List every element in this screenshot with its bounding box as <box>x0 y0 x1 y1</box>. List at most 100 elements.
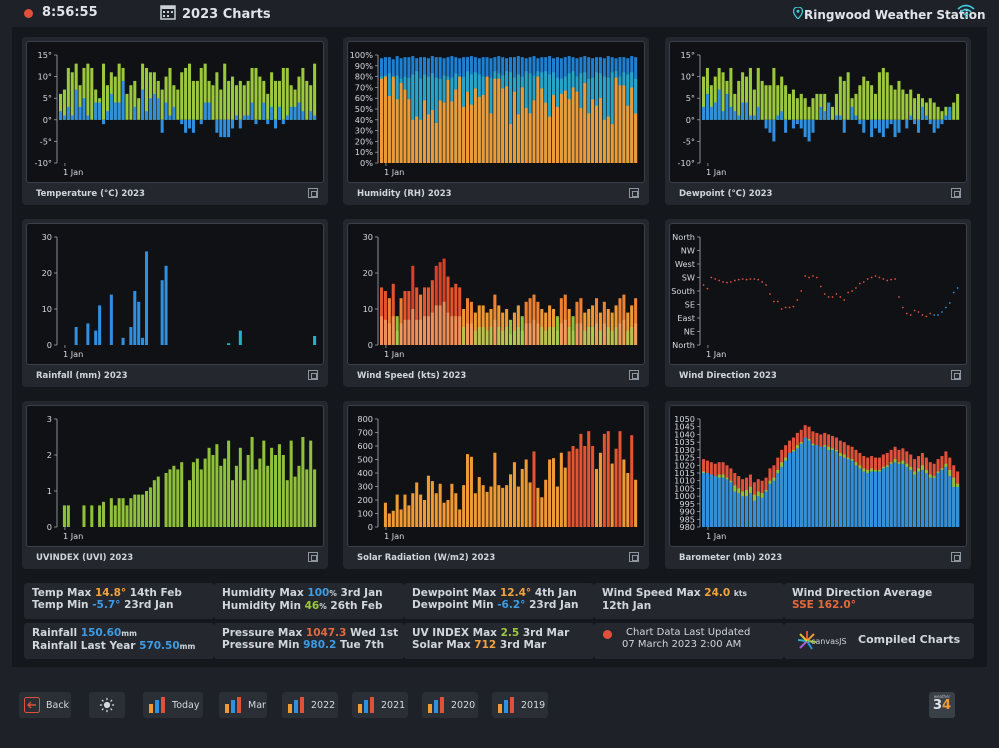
calendar-icon[interactable] <box>160 4 176 20</box>
direction-point <box>788 306 791 309</box>
expand-icon[interactable] <box>308 552 318 562</box>
min-bar <box>803 119 807 138</box>
uv-bar <box>199 469 203 527</box>
dewpoint-chart[interactable]: 15°10°5°0°-5°-10°1 Jan1 Feb23 Feb <box>669 41 967 183</box>
solar-bar <box>618 431 622 527</box>
expand-icon[interactable] <box>629 370 639 380</box>
direction-point <box>894 278 896 280</box>
expand-icon[interactable] <box>629 552 639 562</box>
humidity-chart[interactable]: 100%90%80%70%60%50%40%30%20%10%0%1 Jan1 … <box>347 41 645 183</box>
x-tick-label: 1 Jan <box>706 531 726 541</box>
min-bar <box>819 446 823 527</box>
rain-recent-bar <box>227 343 231 345</box>
y-tick-label: 2 <box>47 450 52 460</box>
avg-wind-bar <box>477 327 481 345</box>
weather-app-badge[interactable]: weather 34 <box>929 692 955 718</box>
gust-bar <box>583 312 587 345</box>
solar-bar <box>473 493 477 527</box>
gust-bar <box>598 312 602 345</box>
avg-wind-bar <box>536 323 540 345</box>
solar-bar <box>575 448 579 527</box>
min-bar <box>748 493 752 527</box>
year-2020-button[interactable]: 2020 <box>422 692 478 718</box>
rain-recent-bar <box>313 336 317 345</box>
direction-point <box>722 281 724 283</box>
gust-bar <box>591 305 595 345</box>
max-bar <box>207 80 211 120</box>
min-bar <box>737 493 741 527</box>
expand-icon[interactable] <box>308 188 318 198</box>
year-2022-button[interactable]: 2022 <box>282 692 338 718</box>
max-bar <box>772 67 776 120</box>
expand-icon[interactable] <box>308 370 318 380</box>
direction-point <box>745 278 748 281</box>
expand-icon[interactable] <box>629 188 639 198</box>
year-2021-button[interactable]: 2021 <box>352 692 408 718</box>
solar-bar <box>595 468 599 527</box>
direction-point <box>819 285 822 288</box>
back-button[interactable]: Back <box>19 692 71 718</box>
min-bar <box>266 119 270 125</box>
y-tick-label: 0° <box>686 115 695 125</box>
min-bar <box>702 106 706 120</box>
direction-point <box>784 306 787 309</box>
max-bar <box>858 85 862 120</box>
direction-point <box>870 276 873 279</box>
max-bar <box>893 89 897 120</box>
y-tick-label: 500 <box>357 455 373 465</box>
month-button[interactable]: Mar <box>219 692 267 718</box>
expand-icon[interactable] <box>951 552 961 562</box>
min-bar <box>745 102 749 120</box>
y-tick-label: 10% <box>355 147 373 157</box>
min-bar <box>870 471 874 527</box>
y-tick-label: -5° <box>683 136 695 146</box>
min-bar <box>380 78 384 163</box>
min-bar <box>587 113 591 163</box>
year-2019-button[interactable]: 2019 <box>492 692 548 718</box>
solar-bar <box>383 502 387 527</box>
barometer-chart[interactable]: 1050 1045 1040 1035 1030 1025 1020 1015 1010 1005… <box>669 405 967 547</box>
min-bar <box>399 83 403 163</box>
min-bar <box>242 115 246 120</box>
uv-bar <box>191 462 195 527</box>
min-bar <box>407 99 411 163</box>
max-bar <box>309 85 313 120</box>
today-button[interactable]: Today <box>143 692 203 718</box>
station-name[interactable]: Ringwood Weather Station <box>804 8 986 22</box>
expand-icon[interactable] <box>951 370 961 380</box>
min-bar <box>842 119 846 133</box>
max-bar <box>86 63 90 120</box>
min-bar <box>215 119 219 133</box>
avg-wind-bar <box>469 323 473 345</box>
gust-bar <box>559 298 563 345</box>
y-tick-label: 1005 <box>674 483 695 493</box>
min-bar <box>493 78 497 163</box>
min-bar <box>733 491 737 527</box>
min-bar <box>705 93 709 120</box>
min-bar <box>281 119 285 125</box>
rain-recent-bar <box>238 330 242 345</box>
min-bar <box>509 124 513 163</box>
uv-bar <box>145 491 149 527</box>
min-bar <box>784 119 788 133</box>
theme-toggle-button[interactable] <box>89 692 125 718</box>
max-bar <box>250 67 254 120</box>
min-bar <box>583 83 587 163</box>
min-bar <box>78 106 82 120</box>
min-bar <box>548 116 552 163</box>
temperature-chart[interactable]: 15°10°5°0°-5°-10°1 Jan1 Feb23 Feb <box>26 41 324 183</box>
min-bar <box>227 119 231 138</box>
direction-point <box>862 281 865 283</box>
uv-bar <box>313 469 317 527</box>
x-tick-label: 1 Jan <box>384 167 404 177</box>
expand-icon[interactable] <box>951 188 961 198</box>
y-tick-label: 3 <box>47 414 52 424</box>
solar-bar <box>528 482 532 527</box>
bar-chart-icon <box>225 697 241 713</box>
gust-bar <box>403 291 407 345</box>
